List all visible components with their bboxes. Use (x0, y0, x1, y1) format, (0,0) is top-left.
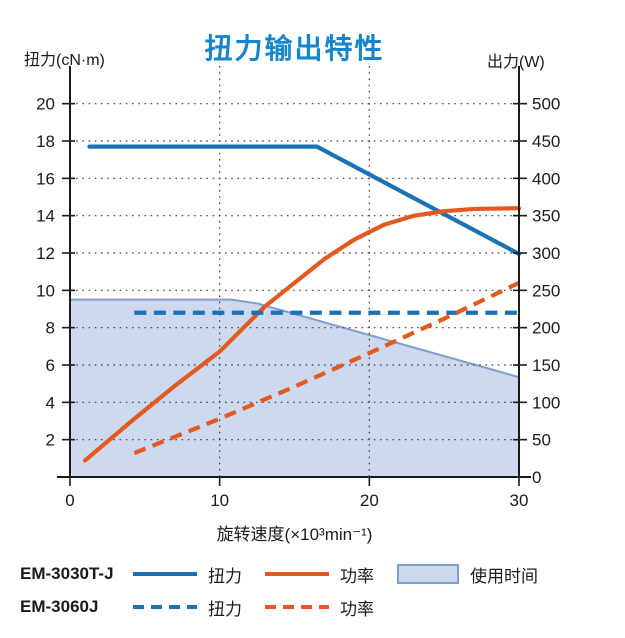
legend-label-torque-solid: 扭力 (208, 566, 242, 586)
left-axis-tick-label: 14 (36, 207, 55, 226)
series-em3030tj-torque (87, 144, 522, 257)
left-axis-tick-label: 20 (36, 95, 55, 114)
legend-label-power-dashed: 功率 (340, 599, 374, 619)
x-axis-title: 旋转速度(×10³min⁻¹) (216, 525, 373, 544)
legend-swatch-dashed-orange-line (265, 605, 329, 609)
right-axis-tick-label: 400 (532, 169, 560, 188)
x-axis-tick-label: 20 (360, 491, 379, 510)
left-axis-tick-label: 6 (46, 356, 55, 375)
x-axis-tick-label: 0 (65, 491, 74, 510)
right-axis-tick-label: 500 (532, 95, 560, 114)
left-axis-tick-label: 12 (36, 244, 55, 263)
right-axis-title: 出力(W) (487, 54, 545, 71)
right-axis-tick-label: 300 (532, 244, 560, 263)
right-axis-tick-label: 0 (532, 468, 541, 487)
legend-row-em-3030t-j: EM-3030T-J 扭力 功率 使用时间 (20, 561, 610, 587)
left-axis-tick-label: 2 (46, 431, 55, 450)
legend-label-power-solid: 功率 (340, 566, 374, 586)
right-axis-tick-label: 250 (532, 281, 560, 300)
legend-label-usage-time: 使用时间 (470, 566, 538, 586)
right-axis-tick-label: 100 (532, 393, 560, 412)
x-axis-tick-label: 30 (510, 491, 529, 510)
right-axis-tick-label: 200 (532, 319, 560, 338)
right-axis-tick-label: 50 (532, 431, 551, 450)
right-axis-tick-label: 150 (532, 356, 560, 375)
usage-time-area (70, 299, 519, 477)
left-axis-title: 扭力(cN·m) (24, 52, 105, 69)
left-axis-tick-label: 4 (46, 393, 55, 412)
legend-label-torque-dashed: 扭力 (208, 599, 242, 619)
right-axis-tick-label: 450 (532, 132, 560, 151)
legend: EM-3030T-J 扭力 功率 使用时间 EM-3060J 扭力 功率 (20, 561, 610, 627)
legend-model-em-3030t-j: EM-3030T-J (20, 564, 114, 583)
series-em3060j-power (133, 280, 520, 456)
usage-time-area-border (70, 298, 520, 379)
legend-swatch-solid-blue-line (133, 572, 197, 576)
left-axis-tick-label: 10 (36, 281, 55, 300)
legend-swatch-usage-area (397, 564, 459, 584)
legend-model-em-3060j: EM-3060J (20, 597, 99, 616)
legend-swatch-dashed-blue-line (133, 605, 197, 609)
left-axis-tick-label: 8 (46, 319, 55, 338)
right-axis-tick-label: 350 (532, 207, 560, 226)
left-axis-tick-label: 16 (36, 169, 55, 188)
x-axis-tick-label: 10 (210, 491, 229, 510)
chart-title: 扭力输出特性 (204, 33, 385, 64)
legend-swatch-solid-orange-line (265, 572, 329, 576)
series-em3030tj-power (82, 206, 522, 463)
legend-row-em-3060j: EM-3060J 扭力 功率 (20, 594, 610, 620)
left-axis-tick-label: 18 (36, 132, 55, 151)
chart-canvas: 2468101214161820050100150200250300350400… (36, 66, 560, 510)
